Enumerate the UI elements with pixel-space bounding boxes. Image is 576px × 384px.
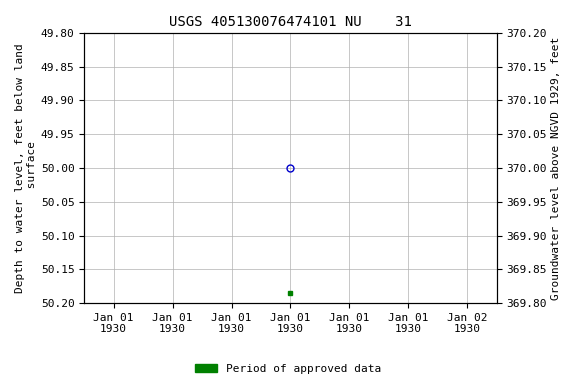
Legend: Period of approved data: Period of approved data	[191, 359, 385, 379]
Y-axis label: Depth to water level, feet below land
 surface: Depth to water level, feet below land su…	[15, 43, 37, 293]
Title: USGS 405130076474101 NU    31: USGS 405130076474101 NU 31	[169, 15, 412, 29]
Y-axis label: Groundwater level above NGVD 1929, feet: Groundwater level above NGVD 1929, feet	[551, 36, 561, 300]
